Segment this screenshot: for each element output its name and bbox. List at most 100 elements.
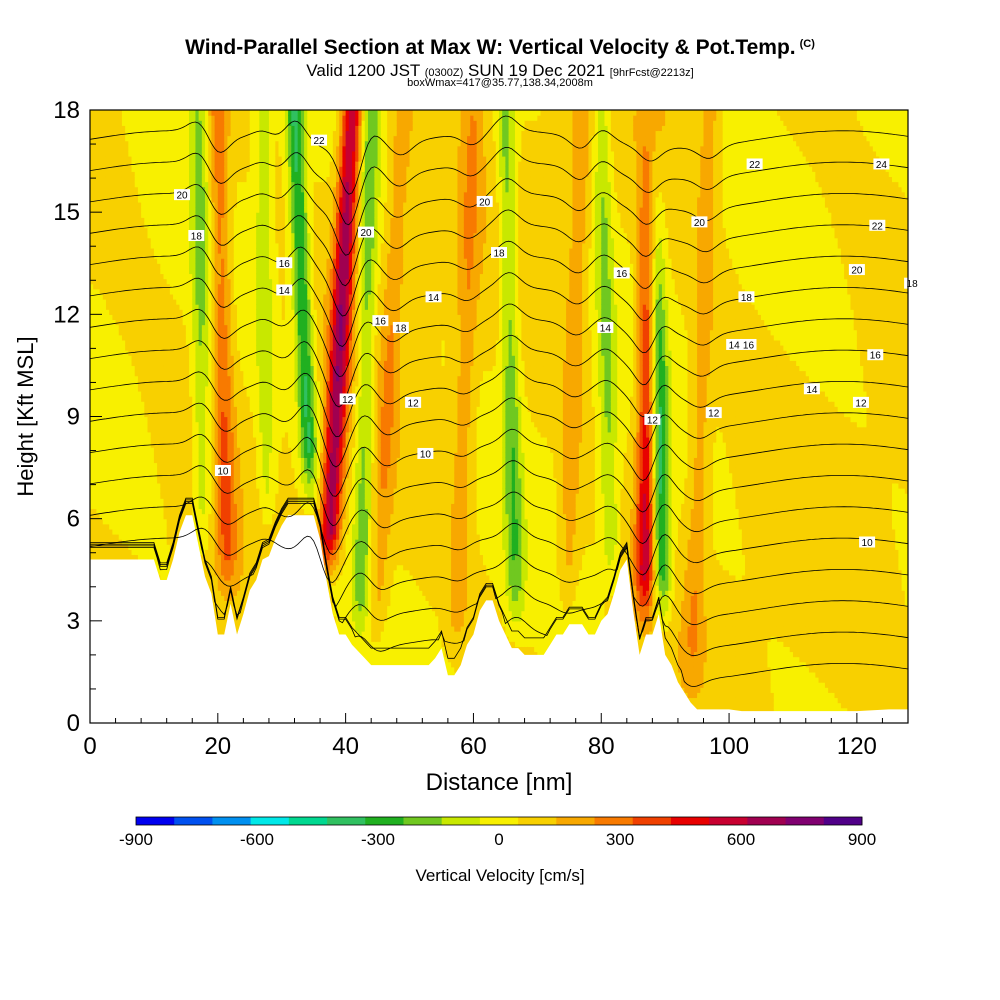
velocity-cell: [163, 406, 168, 412]
velocity-cell: [166, 125, 171, 132]
velocity-cell: [141, 319, 145, 326]
velocity-cell: [134, 334, 139, 341]
velocity-cell: [189, 334, 193, 341]
velocity-cell: [105, 176, 110, 183]
velocity-cell: [182, 227, 187, 234]
velocity-cell: [93, 472, 97, 479]
velocity-cell: [195, 472, 200, 479]
chart-title: Wind-Parallel Section at Max W: Vertical…: [0, 36, 1000, 60]
velocity-cell: [90, 299, 94, 305]
velocity-cell: [208, 498, 213, 504]
velocity-cell: [189, 462, 193, 469]
velocity-cell: [121, 482, 126, 489]
velocity-cell: [137, 498, 142, 504]
velocity-cell: [163, 482, 168, 489]
velocity-cell: [141, 207, 145, 213]
velocity-cell: [99, 171, 104, 178]
velocity-cell: [169, 416, 174, 423]
velocity-cell: [182, 150, 187, 157]
velocity-cell: [173, 360, 177, 367]
velocity-cell: [169, 503, 174, 510]
velocity-cell: [141, 115, 145, 121]
velocity-cell: [153, 125, 158, 132]
velocity-cell: [141, 110, 145, 116]
velocity-cell: [173, 380, 177, 387]
velocity-cell: [176, 324, 181, 331]
velocity-cell: [90, 110, 94, 116]
velocity-cell: [182, 442, 187, 448]
velocity-cell: [109, 242, 113, 249]
velocity-cell: [128, 528, 133, 535]
velocity-cell: [144, 370, 149, 377]
velocity-cell: [125, 360, 129, 367]
velocity-cell: [118, 176, 123, 183]
velocity-cell: [125, 115, 129, 121]
velocity-cell: [112, 513, 117, 520]
velocity-cell: [169, 375, 174, 382]
velocity-cell: [121, 554, 126, 561]
velocity-cell: [112, 161, 117, 167]
velocity-cell: [99, 380, 104, 387]
velocity-cell: [125, 406, 129, 412]
velocity-cell: [192, 217, 197, 223]
velocity-cell: [137, 334, 142, 341]
velocity-cell: [147, 120, 152, 126]
velocity-cell: [102, 299, 107, 305]
velocity-cell: [169, 278, 174, 285]
velocity-cell: [131, 482, 136, 489]
velocity-cell: [166, 299, 171, 305]
velocity-cell: [173, 232, 177, 239]
velocity-cell: [121, 385, 126, 392]
velocity-cell: [169, 380, 174, 387]
velocity-cell: [205, 442, 209, 448]
velocity-cell: [131, 304, 136, 310]
velocity-cell: [112, 380, 117, 387]
velocity-cell: [99, 196, 104, 203]
velocity-cell: [179, 396, 184, 402]
velocity-cell: [90, 370, 94, 377]
velocity-cell: [157, 452, 161, 458]
velocity-cell: [137, 467, 142, 474]
velocity-cell: [176, 350, 181, 356]
velocity-cell: [141, 457, 145, 464]
velocity-cell: [157, 421, 161, 428]
velocity-cell: [176, 299, 181, 305]
velocity-cell: [185, 396, 190, 402]
velocity-cell: [150, 314, 155, 321]
velocity-cell: [105, 472, 110, 479]
velocity-cell: [179, 314, 184, 321]
velocity-cell: [131, 344, 136, 351]
velocity-cell: [157, 253, 161, 259]
velocity-cell: [131, 554, 136, 561]
velocity-cell: [90, 513, 94, 520]
box-wmax-info: boxWmax=417@35.77,138.34,2008m: [0, 77, 1000, 89]
velocity-cell: [109, 283, 113, 290]
velocity-cell: [189, 488, 193, 494]
velocity-cell: [153, 554, 158, 561]
velocity-cell: [118, 232, 123, 239]
velocity-cell: [102, 201, 107, 208]
velocity-cell: [201, 135, 206, 142]
velocity-cell: [208, 488, 213, 494]
velocity-cell: [176, 431, 181, 438]
velocity-cell: [115, 273, 120, 280]
velocity-cell: [105, 544, 110, 550]
velocity-cell: [198, 135, 203, 142]
velocity-cell: [189, 370, 193, 377]
velocity-cell: [102, 370, 107, 377]
velocity-cell: [205, 457, 209, 464]
velocity-cell: [166, 314, 171, 321]
velocity-cell: [150, 237, 155, 244]
forecast-info: [9hrFcst@2213z]: [610, 67, 694, 79]
velocity-cell: [205, 339, 209, 346]
velocity-cell: [96, 365, 101, 372]
velocity-cell: [208, 237, 213, 244]
velocity-cell: [157, 324, 161, 331]
velocity-cell: [176, 201, 181, 208]
velocity-cell: [134, 513, 139, 520]
velocity-cell: [109, 344, 113, 351]
velocity-cell: [115, 201, 120, 208]
velocity-cell: [115, 217, 120, 223]
velocity-cell: [144, 110, 149, 116]
velocity-cell: [118, 304, 123, 310]
